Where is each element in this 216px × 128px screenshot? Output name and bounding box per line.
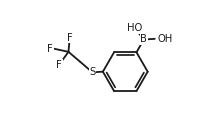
Text: F: F xyxy=(56,60,62,70)
Text: F: F xyxy=(67,33,73,43)
Text: HO: HO xyxy=(127,23,142,33)
Text: B: B xyxy=(140,34,147,45)
Text: F: F xyxy=(47,44,53,54)
Text: OH: OH xyxy=(157,34,172,44)
Text: S: S xyxy=(89,67,95,77)
